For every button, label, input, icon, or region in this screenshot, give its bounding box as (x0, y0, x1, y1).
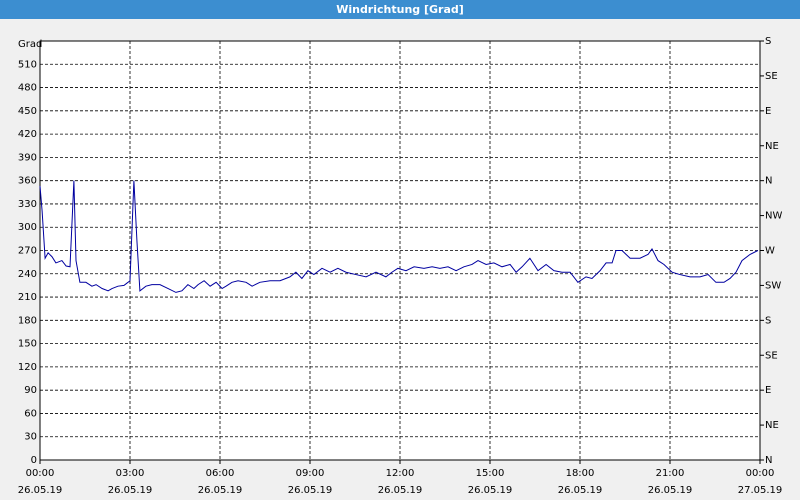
y-tick-label: 90 (24, 385, 37, 396)
x-tick-label: 09:00 (296, 468, 325, 479)
x-tick-label: 00:00 (746, 468, 775, 479)
y2-tick-label: SE (765, 350, 778, 361)
chart-title: Windrichtung [Grad] (336, 3, 464, 16)
x-tick-date: 26.05.19 (108, 485, 153, 496)
x-tick-label: 15:00 (476, 468, 505, 479)
x-tick-label: 12:00 (386, 468, 415, 479)
y2-tick-label: N (765, 455, 772, 466)
y2-tick-label: SE (765, 71, 778, 82)
x-tick-date: 26.05.19 (558, 485, 603, 496)
x-tick-date: 26.05.19 (198, 485, 243, 496)
x-tick-date: 26.05.19 (378, 485, 423, 496)
x-tick-date: 26.05.19 (468, 485, 513, 496)
y-tick-label: 360 (18, 176, 37, 187)
y2-tick-label: S (765, 315, 771, 326)
y-tick-label: 30 (24, 432, 37, 443)
x-tick-label: 06:00 (206, 468, 235, 479)
y-tick-label: 300 (18, 222, 37, 233)
x-tick-label: 03:00 (116, 468, 145, 479)
y-tick-label: 480 (18, 83, 37, 94)
x-tick-label: 00:00 (26, 468, 55, 479)
x-tick-label: 18:00 (566, 468, 595, 479)
y-tick-label: 240 (18, 269, 37, 280)
x-tick-label: 21:00 (656, 468, 685, 479)
x-tick-date: 27.05.19 (738, 485, 783, 496)
y-tick-label: 150 (18, 339, 37, 350)
data-line (39, 180, 759, 293)
y2-tick-label: E (765, 385, 771, 396)
y2-tick-label: N (765, 176, 772, 187)
y-tick-label: 210 (18, 292, 37, 303)
y-tick-label: 330 (18, 199, 37, 210)
y2-tick-label: NW (765, 211, 782, 222)
y2-tick-label: S (765, 36, 771, 47)
y-tick-label: 0 (31, 455, 37, 466)
y-tick-label: 120 (18, 362, 37, 373)
x-tick-date: 26.05.19 (18, 485, 63, 496)
y2-tick-label: NE (765, 420, 779, 431)
title-bar (0, 0, 800, 19)
y2-tick-label: SW (765, 280, 781, 291)
y-axis-label: Grad (18, 39, 42, 50)
y-tick-label: 270 (18, 246, 37, 257)
x-tick-date: 26.05.19 (648, 485, 693, 496)
y-tick-label: 60 (24, 408, 37, 419)
y-tick-label: 390 (18, 152, 37, 163)
y2-tick-label: NE (765, 141, 779, 152)
y-tick-label: 180 (18, 315, 37, 326)
y2-tick-label: W (765, 246, 775, 257)
y2-tick-label: E (765, 106, 771, 117)
y-tick-label: 450 (18, 106, 37, 117)
y-tick-label: 420 (18, 129, 37, 140)
y-tick-label: 510 (18, 59, 37, 70)
x-tick-date: 26.05.19 (288, 485, 333, 496)
